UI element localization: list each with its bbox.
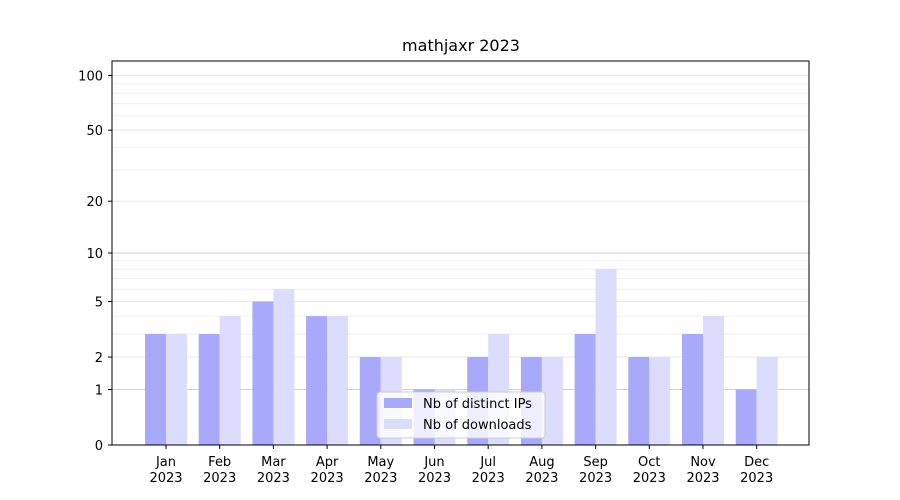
bar-distinct-ips (628, 357, 650, 445)
bar-downloads (166, 333, 187, 445)
y-tick-label: 0 (95, 439, 103, 454)
bar-downloads (703, 316, 724, 445)
y-tick-label: 50 (86, 124, 103, 139)
bar-downloads (273, 289, 295, 445)
bar-distinct-ips (198, 333, 220, 445)
bar-distinct-ips (735, 389, 757, 445)
bar-downloads (595, 269, 617, 445)
bar-distinct-ips (252, 301, 274, 445)
x-tick-label: Aug 2023 (525, 455, 558, 486)
bar-downloads (541, 357, 563, 445)
x-tick-label: Jan 2023 (149, 455, 182, 486)
legend-label-distinct-ips: Nb of distinct IPs (423, 397, 532, 412)
x-tick-label: Apr 2023 (311, 455, 344, 486)
y-tick-label: 1 (95, 383, 103, 398)
x-tick-label: Oct 2023 (633, 455, 666, 486)
y-axis: 0 1 2 5 10 20 50 100 (78, 69, 112, 454)
y-tick-label: 2 (95, 351, 103, 366)
legend-swatch-downloads (384, 419, 412, 429)
y-tick-label: 20 (86, 195, 103, 210)
legend-box (376, 391, 546, 439)
x-tick-label: Jun 2023 (418, 455, 451, 486)
y-tick-label: 10 (86, 247, 103, 262)
y-tick-label: 5 (95, 296, 103, 311)
x-tick-label: Jul 2023 (472, 455, 505, 486)
legend-swatch-distinct-ips (384, 398, 412, 408)
bar-distinct-ips (682, 333, 703, 445)
x-tick-label: May 2023 (364, 455, 397, 486)
x-tick-label: Mar 2023 (257, 455, 290, 486)
y-tick-label: 100 (78, 69, 103, 84)
bar-distinct-ips (574, 333, 596, 445)
x-tick-label: Sep 2023 (579, 455, 612, 486)
x-tick-label: Feb 2023 (203, 455, 236, 486)
x-tick-label: Dec 2023 (740, 455, 773, 486)
legend-label-downloads: Nb of downloads (423, 418, 532, 433)
bar-downloads (649, 357, 671, 445)
bar-distinct-ips (306, 316, 328, 445)
bar-downloads (219, 316, 241, 445)
x-tick-label: Nov 2023 (686, 455, 719, 486)
x-axis: Jan 2023 Feb 2023 Mar 2023 Apr 2023 May 2023 Jun 20… (149, 445, 773, 486)
bar-downloads (756, 357, 778, 445)
chart-title: mathjaxr 2023 (402, 36, 520, 55)
bar-downloads (327, 316, 349, 445)
bar-distinct-ips (145, 333, 166, 445)
bar-distinct-ips (359, 357, 381, 445)
legend: Nb of distinct IPs Nb of downloads (376, 391, 546, 439)
